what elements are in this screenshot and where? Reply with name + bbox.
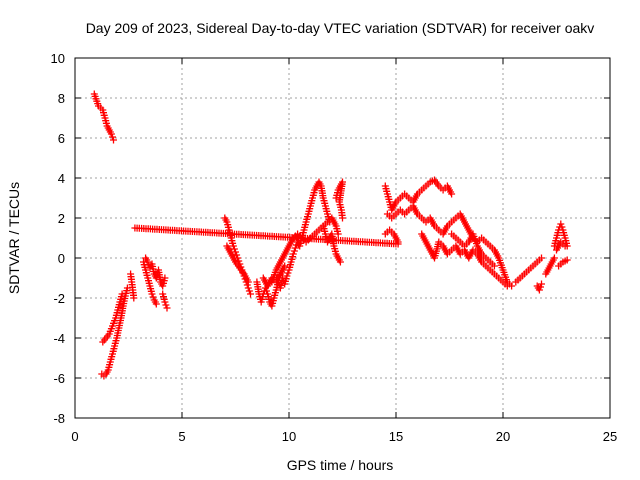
- data-point: [537, 283, 544, 291]
- data-point: [290, 247, 298, 255]
- data-point: [107, 130, 115, 138]
- data-point: [144, 258, 152, 266]
- data-point: [110, 136, 117, 144]
- data-point: [162, 301, 170, 309]
- data-point: [244, 278, 252, 286]
- x-tick-label: 15: [389, 429, 403, 444]
- data-point: [563, 256, 571, 264]
- x-tick-label: 20: [496, 429, 510, 444]
- data-point: [230, 245, 238, 253]
- data-point: [538, 254, 545, 262]
- x-tick-label: 5: [178, 429, 185, 444]
- data-point: [109, 133, 116, 141]
- y-tick-label: 8: [58, 91, 65, 106]
- y-tick-label: -4: [53, 331, 65, 346]
- data-point: [557, 220, 565, 228]
- data-point: [289, 250, 297, 258]
- x-axis-label: GPS time / hours: [287, 457, 394, 473]
- data-point: [118, 290, 126, 298]
- data-point: [394, 240, 402, 248]
- data-point: [448, 190, 456, 198]
- x-tick-label: 10: [282, 429, 296, 444]
- y-tick-label: -2: [53, 291, 65, 306]
- data-point: [550, 254, 558, 262]
- y-tick-label: -6: [53, 371, 65, 386]
- y-tick-label: -8: [53, 411, 65, 426]
- data-point: [281, 262, 289, 270]
- data-point: [148, 290, 156, 298]
- data-point: [263, 287, 270, 295]
- x-tick-label: 25: [603, 429, 617, 444]
- data-point: [245, 287, 253, 295]
- data-point: [163, 304, 171, 312]
- data-point: [503, 282, 511, 290]
- data-point: [247, 290, 254, 298]
- data-point: [339, 214, 346, 222]
- y-tick-label: 4: [58, 171, 65, 186]
- x-tick-label: 0: [71, 429, 78, 444]
- data-point: [490, 262, 498, 270]
- data-points: [90, 90, 571, 380]
- plot-frame: [74, 57, 611, 419]
- chart-title: Day 209 of 2023, Sidereal Day-to-day VTE…: [86, 20, 595, 36]
- y-axis-label: SDTVAR / TECUs: [6, 182, 22, 294]
- y-tick-label: 6: [58, 131, 65, 146]
- data-point: [283, 272, 291, 280]
- data-point: [244, 284, 252, 292]
- data-point: [558, 223, 566, 231]
- axis-ticks: -8 -6 -4 -2 0 2 4 6 8 10 0 5 10 15 20 25: [51, 51, 618, 444]
- data-point: [152, 300, 160, 308]
- data-point: [284, 269, 292, 277]
- data-point: [561, 242, 569, 250]
- y-tick-label: 0: [58, 251, 65, 266]
- data-point: [123, 284, 131, 292]
- data-point: [538, 280, 545, 288]
- y-tick-label: 10: [51, 51, 65, 66]
- data-point: [233, 251, 241, 259]
- data-point: [535, 286, 543, 294]
- data-point: [130, 294, 138, 302]
- data-point: [334, 230, 342, 238]
- data-point: [149, 293, 157, 301]
- data-point: [161, 298, 169, 306]
- data-point: [291, 244, 299, 252]
- data-point: [229, 242, 237, 250]
- y-tick-label: 2: [58, 211, 65, 226]
- data-point: [336, 258, 344, 266]
- data-point: [161, 274, 169, 282]
